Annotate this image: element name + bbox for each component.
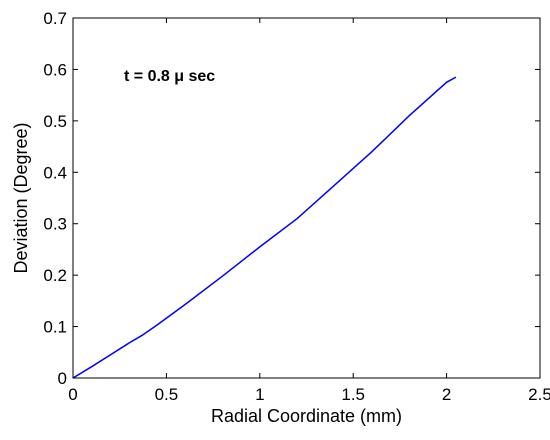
x-tick-label: 2.5 bbox=[528, 385, 550, 404]
plot-area bbox=[73, 18, 540, 378]
y-tick-label: 0.6 bbox=[43, 60, 67, 79]
x-tick-label: 1.5 bbox=[341, 385, 365, 404]
y-tick-label: 0.7 bbox=[43, 9, 67, 28]
y-tick-label: 0 bbox=[58, 369, 67, 388]
x-axis-label: Radial Coordinate (mm) bbox=[211, 406, 402, 426]
y-tick-label: 0.2 bbox=[43, 266, 67, 285]
y-tick-label: 0.4 bbox=[43, 163, 67, 182]
x-tick-label: 1 bbox=[255, 385, 264, 404]
y-tick-label: 0.3 bbox=[43, 215, 67, 234]
series-line bbox=[72, 76, 457, 379]
y-tick-label: 0.1 bbox=[43, 318, 67, 337]
y-tick-label: 0.5 bbox=[43, 112, 67, 131]
x-tick-label: 0.5 bbox=[155, 385, 179, 404]
x-tick-label: 0 bbox=[68, 385, 77, 404]
annotation-label: t = 0.8 μ sec bbox=[124, 68, 215, 85]
x-tick-label: 2 bbox=[442, 385, 451, 404]
plot-frame bbox=[72, 17, 541, 379]
y-axis-label: Deviation (Degree) bbox=[11, 122, 31, 273]
tick-labels: 0 0.5 1 1.5 2 2.5 0 0.1 0.2 0.3 0.4 0.5 0.6 0.7 bbox=[43, 9, 550, 404]
